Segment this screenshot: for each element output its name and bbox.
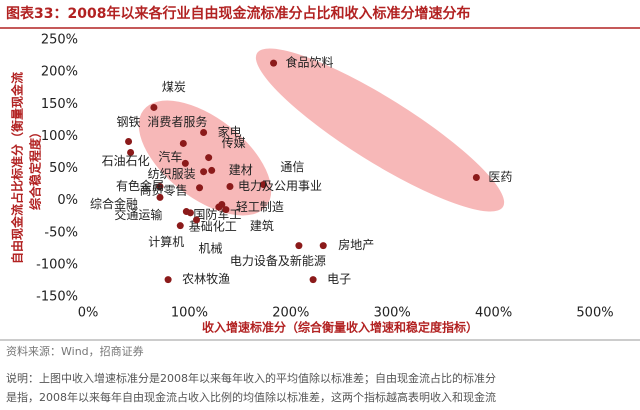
y-tick-label: -150% xyxy=(36,290,78,305)
point-label: 基础化工 xyxy=(189,220,237,234)
y-axis-label: 自由现金流占比标准分（衡量现金流 xyxy=(10,72,25,264)
point xyxy=(150,103,158,111)
point-label: 商贸零售 xyxy=(140,182,188,197)
x-tick-label: 300% xyxy=(374,306,411,321)
point xyxy=(215,203,223,211)
point-label: 医药 xyxy=(488,170,512,184)
point xyxy=(319,242,327,250)
highlight xyxy=(255,48,505,212)
y-tick-label: -100% xyxy=(36,257,78,272)
point-label: 建筑 xyxy=(250,218,274,233)
point xyxy=(125,138,133,146)
x-tick-label: 500% xyxy=(576,306,613,321)
point-label: 传媒 xyxy=(222,135,246,150)
point-label: 煤炭 xyxy=(162,80,186,94)
point-label: 石油石化 xyxy=(102,154,150,168)
point xyxy=(270,59,278,67)
point-label: 电子 xyxy=(327,272,351,286)
point-label: 房地产 xyxy=(338,237,374,252)
point-label: 轻工制造 xyxy=(236,200,284,214)
point xyxy=(156,182,164,190)
point xyxy=(156,193,164,201)
y-tick-label: 0% xyxy=(57,193,78,208)
point xyxy=(226,182,234,190)
point xyxy=(200,168,208,176)
point xyxy=(127,148,135,156)
y-tick-label: 150% xyxy=(41,97,78,112)
point-label: 有色金属 xyxy=(116,178,164,193)
point xyxy=(186,209,194,217)
point-label: 交通运输 xyxy=(114,207,162,222)
x-tick-label: 100% xyxy=(171,306,208,321)
chart-title: 图表33：2008年以来各行业自由现金流标准分占比和收入标准分增速分布 xyxy=(6,5,470,22)
point-label: 机械 xyxy=(198,240,222,255)
source: 资料来源：Wind，招商证券 xyxy=(6,344,144,358)
y-axis-label: 综合稳定程度） xyxy=(28,126,43,210)
point xyxy=(472,173,480,181)
point-label: 通信 xyxy=(280,160,304,174)
point xyxy=(222,206,230,214)
point-label: 电力及公用事业 xyxy=(238,179,322,193)
point-label: 建材 xyxy=(229,163,253,177)
point-label: 综合金融 xyxy=(90,196,138,211)
point xyxy=(179,139,187,147)
point xyxy=(192,216,200,224)
point-label: 食品饮料 xyxy=(286,55,334,70)
x-tick-label: 0% xyxy=(78,306,99,321)
x-tick-label: 200% xyxy=(272,306,309,321)
y-tick-label: 100% xyxy=(41,129,78,144)
y-tick-label: 50% xyxy=(49,161,78,176)
y-tick-label: 200% xyxy=(41,65,78,80)
point xyxy=(295,242,303,250)
point xyxy=(164,276,172,284)
point-label: 钢铁 xyxy=(117,115,141,129)
point xyxy=(205,154,213,162)
point-label: 家电 xyxy=(218,124,242,139)
point xyxy=(309,276,317,284)
point-label: 汽车 xyxy=(158,149,182,164)
point xyxy=(196,184,204,192)
note: 是指，2008年以来每年自由现金流占收入比例的均值除以标准差，这两个指标越高表明… xyxy=(6,390,496,404)
y-tick-label: 250% xyxy=(41,33,78,48)
x-tick-label: 400% xyxy=(475,306,512,321)
point xyxy=(208,166,216,174)
plot: 250%200%150%100%50%0%-50%-100%-150%0% 100… xyxy=(36,33,613,321)
point-label: 消费者服务 xyxy=(147,114,207,129)
x-axis-label: 收入增速标准分（综合衡量收入增速和稳定度指标） xyxy=(202,320,478,335)
note: 说明：上图中收入增速标准分是2008年以来每年收入的平均值除以标准差；自由现金流… xyxy=(6,371,496,385)
point-label: 农林牧渔 xyxy=(182,272,230,286)
point-label: 计算机 xyxy=(148,234,184,249)
point-label: 电力设备及新能源 xyxy=(230,253,326,268)
point xyxy=(200,129,208,137)
point-label: 国防军工 xyxy=(193,206,241,221)
point xyxy=(259,181,267,189)
y-tick-label: -50% xyxy=(44,225,78,240)
highlight xyxy=(138,100,272,216)
point xyxy=(176,222,184,230)
point-label: 纺织服装 xyxy=(148,167,196,181)
point xyxy=(181,159,189,167)
